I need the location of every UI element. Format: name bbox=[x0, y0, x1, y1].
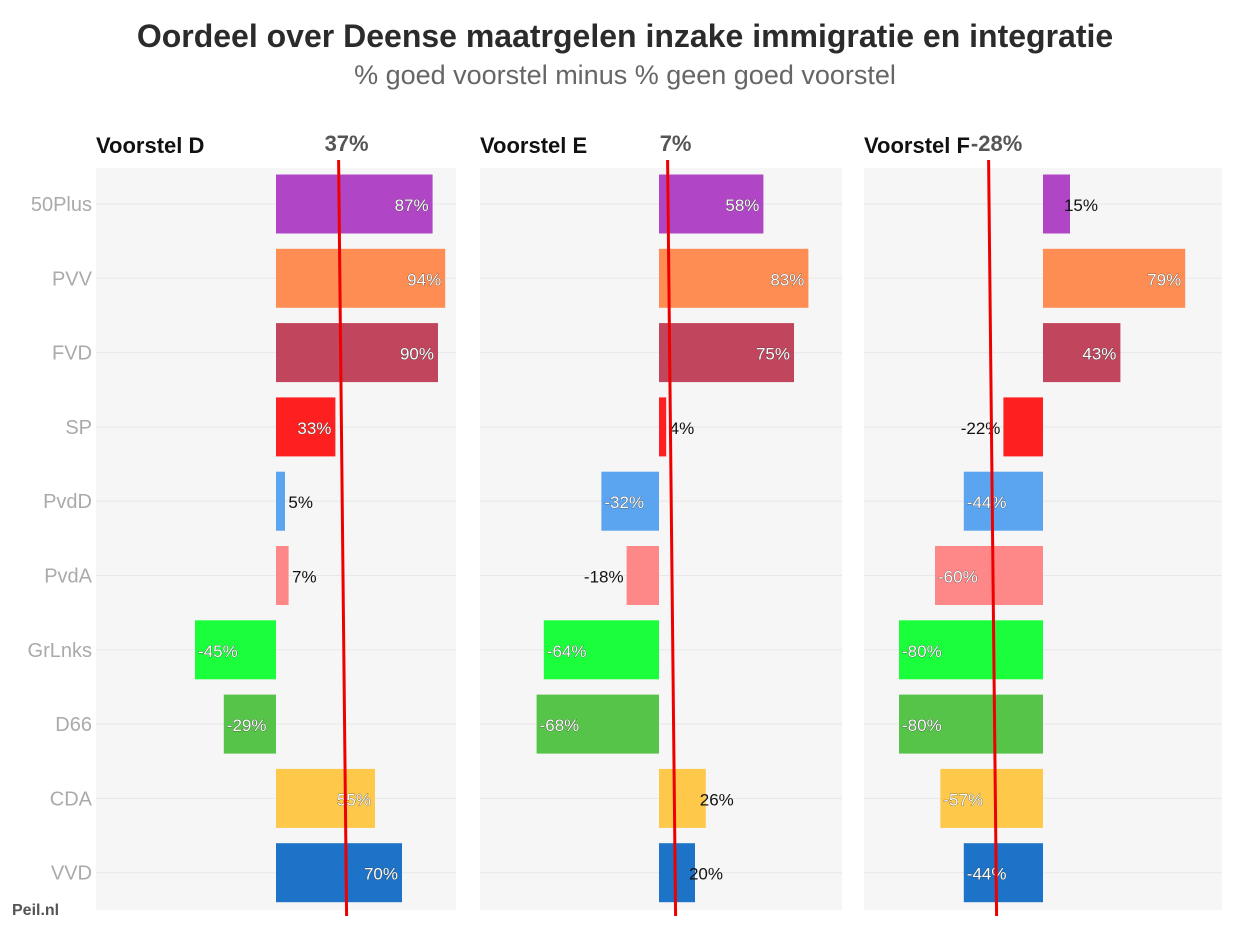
bar-pvv bbox=[659, 248, 809, 308]
bar-50plus bbox=[1043, 174, 1070, 234]
bar-vvd bbox=[963, 843, 1043, 903]
value-label: -18% bbox=[584, 568, 624, 587]
value-label: -80% bbox=[902, 716, 942, 735]
value-label: -44% bbox=[967, 865, 1007, 884]
category-label-cda: CDA bbox=[50, 788, 93, 810]
chart-subtitle: % goed voorstel minus % geen goed voorst… bbox=[354, 60, 896, 90]
category-label-fvd: FVD bbox=[52, 343, 92, 365]
value-label: 15% bbox=[1064, 196, 1098, 215]
value-label: 5% bbox=[288, 493, 313, 512]
value-label: -32% bbox=[604, 493, 644, 512]
bar-d66 bbox=[536, 694, 659, 754]
value-label: -68% bbox=[540, 716, 580, 735]
bar-sp bbox=[276, 397, 336, 457]
value-label: 94% bbox=[407, 270, 441, 289]
bar-pvv bbox=[276, 248, 446, 308]
value-label: 55% bbox=[337, 790, 371, 809]
value-label: 58% bbox=[725, 196, 759, 215]
bar-fvd bbox=[1043, 323, 1121, 383]
value-label: 43% bbox=[1082, 345, 1116, 364]
bar-pvv bbox=[1043, 248, 1186, 308]
value-label: 20% bbox=[689, 865, 723, 884]
value-label: 90% bbox=[400, 345, 434, 364]
bar-vvd bbox=[276, 843, 402, 903]
bar-vvd bbox=[659, 843, 695, 903]
value-label: 87% bbox=[395, 196, 429, 215]
panel-title: Voorstel E bbox=[480, 133, 587, 158]
category-label-d66: D66 bbox=[55, 714, 92, 736]
overall-reference-line bbox=[337, 159, 349, 917]
category-label-50plus: 50Plus bbox=[31, 194, 92, 216]
overall-reference-line bbox=[987, 159, 999, 917]
overall-value-label: -28% bbox=[971, 131, 1022, 156]
bar-cda bbox=[276, 768, 375, 828]
bar-pvda bbox=[276, 546, 289, 605]
value-label: 33% bbox=[297, 419, 331, 438]
category-label-sp: SP bbox=[65, 417, 92, 439]
bar-pvdd bbox=[601, 471, 659, 531]
value-label: -29% bbox=[227, 716, 267, 735]
source-credit: Peil.nl bbox=[12, 902, 60, 919]
category-label-grlnks: GrLnks bbox=[28, 640, 92, 662]
category-label-pvv: PVV bbox=[52, 268, 93, 290]
value-label: 75% bbox=[756, 345, 790, 364]
bar-fvd bbox=[276, 323, 438, 383]
value-label: -57% bbox=[943, 790, 983, 809]
value-label: 70% bbox=[364, 865, 398, 884]
bar-pvda bbox=[626, 546, 659, 605]
bar-grlnks bbox=[195, 620, 276, 680]
value-label: -44% bbox=[967, 493, 1007, 512]
value-label: 26% bbox=[700, 790, 734, 809]
bar-50plus bbox=[659, 174, 764, 234]
value-label: 83% bbox=[770, 270, 804, 289]
overall-value-label: 37% bbox=[325, 131, 369, 156]
value-label: 4% bbox=[670, 419, 695, 438]
bar-grlnks bbox=[543, 620, 659, 680]
value-label: -60% bbox=[938, 568, 978, 587]
value-label: 79% bbox=[1147, 270, 1181, 289]
value-label: -80% bbox=[902, 642, 942, 661]
value-label: -45% bbox=[198, 642, 238, 661]
category-label-pvda: PvdA bbox=[44, 566, 92, 588]
bar-pvda bbox=[935, 546, 1043, 605]
value-label: -22% bbox=[961, 419, 1001, 438]
bar-pvdd bbox=[276, 471, 285, 531]
chart-title: Oordeel over Deense maatrgelen inzake im… bbox=[136, 18, 1114, 54]
panel-title: Voorstel D bbox=[96, 133, 204, 158]
overall-reference-line bbox=[666, 159, 678, 917]
bar-sp bbox=[1003, 397, 1043, 457]
bar-cda bbox=[659, 768, 706, 828]
value-label: -64% bbox=[547, 642, 587, 661]
bar-pvdd bbox=[963, 471, 1043, 531]
bar-sp bbox=[659, 397, 667, 457]
panel-title: Voorstel F bbox=[864, 133, 970, 158]
category-label-pvdd: PvdD bbox=[43, 491, 92, 513]
value-label: 7% bbox=[292, 568, 317, 587]
bar-cda bbox=[940, 768, 1043, 828]
bar-50plus bbox=[276, 174, 433, 234]
bar-d66 bbox=[899, 694, 1043, 754]
bar-d66 bbox=[223, 694, 276, 754]
bar-grlnks bbox=[899, 620, 1043, 680]
category-label-vvd: VVD bbox=[51, 863, 92, 885]
bar-fvd bbox=[659, 323, 794, 383]
overall-value-label: 7% bbox=[660, 131, 692, 156]
